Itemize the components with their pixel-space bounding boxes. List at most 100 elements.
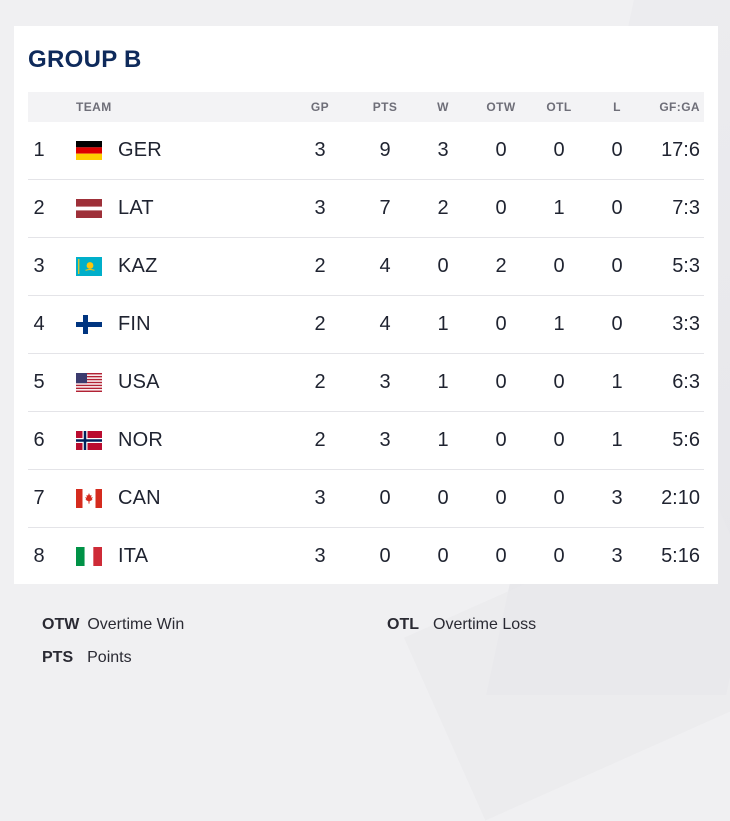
stat-otl: 0 (553, 545, 565, 567)
team-rank: 8 (33, 545, 45, 567)
stat-l: 3 (611, 545, 623, 567)
stat-w: 3 (437, 139, 449, 161)
header-otw: OTW (486, 100, 516, 114)
team-name: USA (118, 371, 160, 393)
group-title: GROUP B (28, 46, 142, 73)
stat-gfga: 5:6 (672, 429, 700, 451)
table-row[interactable]: 7 CAN 3 0 0 0 0 3 2:10 (28, 470, 704, 528)
stat-w: 0 (437, 255, 449, 277)
team-name: LAT (118, 197, 154, 219)
stat-otw: 2 (495, 255, 507, 277)
standings-card: GROUP B TEAM GP PTS W OTW OTL L GF:GA 1 G… (14, 26, 718, 584)
stat-gfga: 3:3 (672, 313, 700, 335)
stat-l: 0 (611, 197, 623, 219)
norway-flag-icon (76, 431, 102, 450)
stat-otw: 0 (495, 371, 507, 393)
usa-flag-icon (76, 373, 102, 392)
header-otl: OTL (546, 100, 572, 114)
latvia-flag-icon (76, 199, 102, 218)
stat-otl: 0 (553, 487, 565, 509)
stat-gfga: 7:3 (672, 197, 700, 219)
table-row[interactable]: 1 GER 3 9 3 0 0 0 17:6 (28, 122, 704, 180)
stat-gp: 3 (314, 545, 326, 567)
header-gp: GP (310, 100, 330, 114)
table-row[interactable]: 2 LAT 3 7 2 0 1 0 7:3 (28, 180, 704, 238)
stat-pts: 9 (379, 139, 391, 161)
stat-gfga: 6:3 (672, 371, 700, 393)
table-row[interactable]: 8 ITA 3 0 0 0 0 3 5:16 (28, 528, 704, 586)
stat-pts: 4 (379, 255, 391, 277)
team-rank: 6 (33, 429, 45, 451)
header-team: TEAM (76, 100, 112, 114)
team-rank: 5 (33, 371, 45, 393)
stat-l: 0 (611, 139, 623, 161)
team-name: KAZ (118, 255, 158, 277)
team-name: CAN (118, 487, 161, 509)
table-row[interactable]: 3 KAZ 2 4 0 2 0 0 5:3 (28, 238, 704, 296)
canada-flag-icon (76, 489, 102, 508)
stat-otw: 0 (495, 545, 507, 567)
team-rank: 2 (33, 197, 45, 219)
header-gfga: GF:GA (659, 100, 700, 114)
stat-w: 2 (437, 197, 449, 219)
legend-abbr: PTS (42, 649, 74, 666)
stat-gp: 2 (314, 429, 326, 451)
stat-w: 1 (437, 371, 449, 393)
stat-otl: 1 (553, 197, 565, 219)
stat-otw: 0 (495, 139, 507, 161)
table-header: TEAM GP PTS W OTW OTL L GF:GA (28, 92, 704, 122)
team-rank: 1 (33, 139, 45, 161)
stat-gp: 3 (314, 487, 326, 509)
stat-otw: 0 (495, 429, 507, 451)
stat-gfga: 17:6 (661, 139, 700, 161)
stat-pts: 0 (379, 487, 391, 509)
legend-abbr: OTL (387, 616, 419, 633)
stat-gfga: 2:10 (661, 487, 700, 509)
stat-gp: 3 (314, 197, 326, 219)
legend-otl: OTL Overtime Loss (387, 616, 536, 634)
stat-gp: 2 (314, 255, 326, 277)
header-w: W (437, 100, 449, 114)
stat-gfga: 5:3 (672, 255, 700, 277)
stat-w: 1 (437, 313, 449, 335)
italy-flag-icon (76, 547, 102, 566)
stat-gp: 2 (314, 371, 326, 393)
stat-w: 0 (437, 545, 449, 567)
stat-gp: 2 (314, 313, 326, 335)
legend-text: Points (87, 649, 132, 666)
stat-pts: 4 (379, 313, 391, 335)
header-pts: PTS (372, 100, 398, 114)
stat-w: 1 (437, 429, 449, 451)
legend-text: Overtime Loss (433, 616, 537, 633)
stat-gfga: 5:16 (661, 545, 700, 567)
stat-l: 3 (611, 487, 623, 509)
stat-otw: 0 (495, 487, 507, 509)
team-name: GER (118, 139, 162, 161)
finland-flag-icon (76, 315, 102, 334)
table-row[interactable]: 5 USA 2 3 1 0 0 1 6:3 (28, 354, 704, 412)
stat-pts: 3 (379, 429, 391, 451)
table-row[interactable]: 4 FIN 2 4 1 0 1 0 3:3 (28, 296, 704, 354)
team-rank: 4 (33, 313, 45, 335)
stat-gp: 3 (314, 139, 326, 161)
team-rank: 3 (33, 255, 45, 277)
stat-l: 0 (611, 313, 623, 335)
legend-text: Overtime Win (87, 616, 185, 633)
legend-pts: PTS Points (42, 649, 132, 667)
stat-otw: 0 (495, 197, 507, 219)
stat-otl: 0 (553, 139, 565, 161)
table-row[interactable]: 6 NOR 2 3 1 0 0 1 5:6 (28, 412, 704, 470)
stat-otl: 0 (553, 371, 565, 393)
stat-otl: 0 (553, 255, 565, 277)
germany-flag-icon (76, 141, 102, 160)
stat-w: 0 (437, 487, 449, 509)
team-name: NOR (118, 429, 164, 451)
stat-pts: 7 (379, 197, 391, 219)
team-rank: 7 (33, 487, 45, 509)
header-l: L (613, 100, 621, 114)
stat-otl: 1 (553, 313, 565, 335)
team-name: FIN (118, 313, 151, 335)
legend-otw: OTW Overtime Win (42, 616, 184, 634)
stat-l: 1 (611, 429, 623, 451)
stat-otl: 0 (553, 429, 565, 451)
